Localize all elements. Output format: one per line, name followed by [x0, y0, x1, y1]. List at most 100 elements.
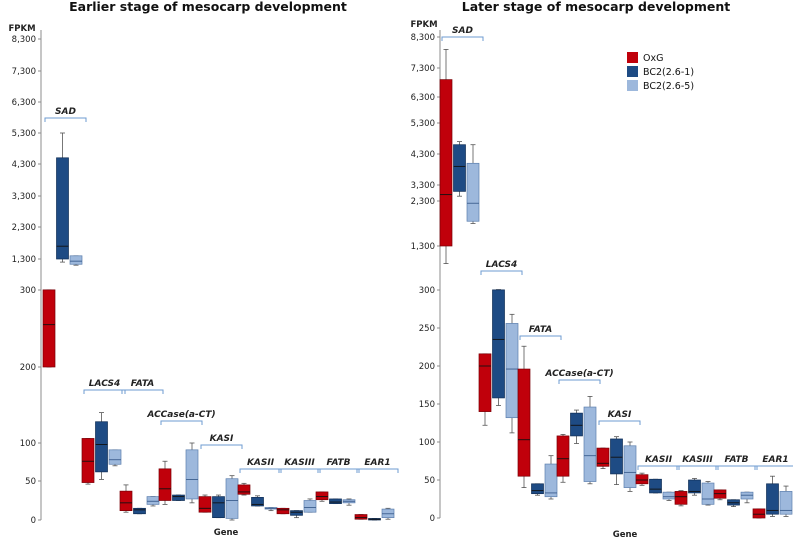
- y-axis-label: FPKM: [410, 20, 437, 30]
- box-kasii-oxg: [635, 474, 649, 485]
- legend-label-bc2-2-6-1: BC2(2.6-1): [643, 67, 694, 78]
- box-sad-bc2-2-6-5: [69, 255, 83, 265]
- box-kasiii-bc2-2-6-5: [303, 500, 317, 513]
- gene-bracket-fatb: [715, 465, 758, 470]
- gene-label-accase-a-ct: ACCase(a-CT): [544, 369, 613, 379]
- gene-bracket-kasi: [598, 420, 641, 425]
- y-tick-label: 5,300: [12, 129, 36, 139]
- box-fata-bc2-2-6-5: [544, 463, 558, 498]
- box-kasiii-oxg: [674, 491, 688, 505]
- box-kasii-bc2-2-6-5: [662, 491, 676, 500]
- gene-label-kasi: KASI: [210, 434, 234, 444]
- box-kasiii-bc2-2-6-1: [688, 479, 701, 494]
- y-tick-label: 6,300: [12, 98, 36, 108]
- y-tick-label: 8,300: [12, 35, 36, 45]
- box-kasi-oxg: [596, 447, 610, 467]
- y-tick-label: 300: [20, 286, 36, 296]
- box-fata-bc2-2-6-1: [133, 507, 146, 515]
- gene-label-fatb: FATB: [326, 458, 350, 468]
- gene-label-lacs4: LACS4: [486, 260, 517, 270]
- gene-bracket-lacs4: [83, 389, 126, 394]
- gene-bracket-lacs4: [480, 270, 523, 275]
- y-tick-label: 4,300: [12, 160, 36, 170]
- box-lacs4-oxg: [478, 353, 492, 412]
- box-kasii-oxg: [237, 484, 251, 495]
- y-tick-label: 6,300: [411, 93, 435, 103]
- chart-title: Earlier stage of mesocarp development: [69, 0, 347, 14]
- box-accase-a-ct-oxg: [158, 468, 172, 501]
- gene-label-accase-a-ct: ACCase(a-CT): [146, 410, 215, 420]
- box-sad-oxg: [439, 79, 453, 247]
- box-ear1-oxg: [752, 508, 766, 519]
- y-tick-label: 8,300: [411, 33, 435, 43]
- box-sad-oxg: [42, 289, 56, 368]
- gene-label-kasii: KASII: [247, 458, 275, 468]
- gene-label-lacs4: LACS4: [89, 379, 120, 389]
- gene-label-sad: SAD: [55, 107, 76, 117]
- legend: OxG BC2(2.6-1) BC2(2.6-5): [627, 52, 694, 92]
- y-tick-label: 100: [20, 439, 36, 449]
- box-sad-bc2-2-6-5: [466, 162, 480, 222]
- box-kasi-bc2-2-6-1: [212, 496, 225, 519]
- y-tick-label: 0: [430, 514, 435, 524]
- legend-label-bc2-2-6-5: BC2(2.6-5): [643, 81, 694, 92]
- gene-label-kasi: KASI: [608, 410, 632, 420]
- gene-bracket-ear1: [356, 468, 399, 473]
- gene-bracket-kasii: [239, 468, 282, 473]
- box-kasi-bc2-2-6-5: [623, 445, 637, 488]
- gene-label-fatb: FATB: [724, 455, 748, 465]
- gene-bracket-accase-a-ct: [558, 379, 601, 384]
- box-kasiii-bc2-2-6-5: [701, 482, 715, 505]
- gene-bracket-sad: [441, 36, 484, 41]
- gene-label-fata: FATA: [529, 325, 553, 335]
- box-accase-a-ct-bc2-2-6-1: [570, 412, 583, 437]
- chart-later-stage: Later stage of mesocarp development FPKM…: [410, 0, 793, 538]
- gene-label-kasiii: KASIII: [284, 458, 315, 468]
- chart-earlier-stage: Earlier stage of mesocarp development FP…: [8, 0, 399, 538]
- y-tick-label: 250: [419, 324, 435, 334]
- gene-bracket-fatb: [317, 468, 360, 473]
- gene-label-fata: FATA: [131, 379, 155, 389]
- box-lacs4-bc2-2-6-5: [505, 323, 519, 419]
- gene-label-ear1: EAR1: [364, 458, 390, 468]
- chart-title: Later stage of mesocarp development: [462, 0, 730, 14]
- y-tick-label: 2,300: [411, 197, 435, 207]
- y-tick-label: 100: [419, 438, 435, 448]
- box-lacs4-bc2-2-6-1: [492, 289, 505, 399]
- gene-bracket-kasiii: [676, 465, 719, 470]
- y-tick-label: 2,300: [12, 223, 36, 233]
- legend-swatch-bc2-2-6-5: [627, 80, 638, 91]
- y-tick-label: 0: [31, 516, 36, 526]
- box-kasi-oxg: [198, 496, 212, 513]
- gene-bracket-kasii: [637, 465, 680, 470]
- x-axis-label: Gene: [613, 530, 638, 538]
- y-tick-label: 5,300: [411, 119, 435, 129]
- y-tick-label: 7,300: [411, 64, 435, 74]
- box-lacs4-oxg: [81, 438, 95, 483]
- box-sad-bc2-2-6-1: [453, 144, 466, 192]
- gene-bracket-sad: [44, 117, 87, 122]
- box-lacs4-bc2-2-6-5: [108, 449, 122, 465]
- box-kasi-bc2-2-6-5: [225, 478, 239, 519]
- y-tick-label: 1,300: [12, 255, 36, 265]
- legend-label-oxg: OxG: [643, 53, 663, 64]
- y-tick-label: 7,300: [12, 67, 36, 77]
- gene-label-kasii: KASII: [645, 455, 673, 465]
- box-kasii-bc2-2-6-1: [649, 478, 662, 494]
- box-accase-a-ct-bc2-2-6-5: [185, 449, 199, 500]
- box-accase-a-ct-bc2-2-6-1: [172, 494, 185, 501]
- y-tick-label: 300: [419, 286, 435, 296]
- box-fatb-oxg: [315, 491, 329, 501]
- box-fata-oxg: [517, 368, 531, 477]
- gene-bracket-accase-a-ct: [160, 420, 203, 425]
- y-tick-label: 200: [20, 363, 36, 373]
- box-kasi-bc2-2-6-1: [610, 438, 623, 475]
- gene-label-sad: SAD: [452, 26, 473, 36]
- y-tick-label: 1,300: [411, 242, 435, 252]
- y-tick-label: 150: [419, 400, 435, 410]
- gene-label-kasiii: KASIII: [682, 455, 713, 465]
- box-kasii-bc2-2-6-1: [251, 497, 264, 507]
- legend-swatch-oxg: [627, 52, 638, 63]
- box-ear1-bc2-2-6-1: [766, 483, 779, 515]
